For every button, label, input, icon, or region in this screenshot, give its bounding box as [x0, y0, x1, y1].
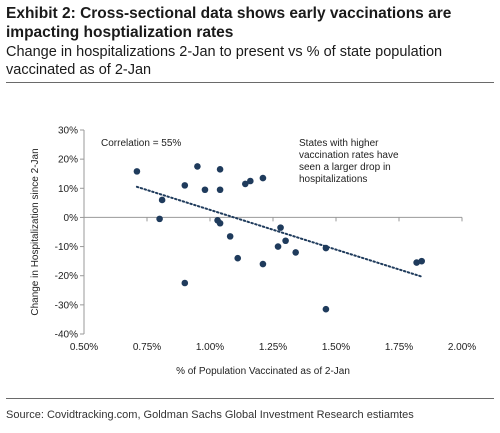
- x-tick-label: 1.50%: [322, 342, 350, 353]
- data-point: [277, 224, 284, 231]
- data-point: [133, 168, 141, 175]
- data-point: [418, 257, 425, 265]
- y-tick-label: -10%: [55, 242, 78, 253]
- data-point: [241, 180, 249, 188]
- bottom-divider: [6, 398, 494, 399]
- annotations: Correlation = 55% States with highervacci…: [101, 138, 399, 185]
- data-point: [247, 177, 254, 185]
- x-tick-label: 0.50%: [70, 342, 98, 353]
- y-tick-label: 10%: [58, 184, 78, 195]
- data-point: [194, 163, 201, 170]
- data-point: [259, 174, 267, 182]
- y-tick-label: 0%: [64, 213, 79, 224]
- trendline: [135, 185, 423, 278]
- trendline-path: [135, 185, 423, 278]
- note-annotation-line: vaccination rates have: [299, 150, 399, 161]
- correlation-annotation: Correlation = 55%: [101, 138, 181, 149]
- data-point: [322, 305, 330, 313]
- data-points: [133, 163, 425, 313]
- note-annotation-line: hospitalizations: [299, 174, 367, 185]
- data-point: [234, 254, 242, 262]
- data-point: [292, 249, 299, 256]
- y-tick-label: 30%: [58, 126, 78, 137]
- x-axis-label: % of Population Vaccinated as of 2-Jan: [176, 366, 350, 377]
- y-tick-label: 20%: [58, 155, 78, 166]
- data-point: [156, 215, 163, 223]
- x-axis: 0.50% 0.75% 1.00% 1.25% 1.50% 1.75% 2.00%: [70, 216, 476, 353]
- source-note: Source: Covidtracking.com, Goldman Sachs…: [6, 409, 414, 421]
- x-tick-label: 1.25%: [259, 342, 287, 353]
- y-tick-label: -30%: [55, 300, 78, 311]
- x-tick-label: 2.00%: [448, 342, 476, 353]
- x-tick-label: 1.75%: [385, 342, 413, 353]
- y-tick-label: -20%: [55, 271, 78, 282]
- data-point: [158, 196, 166, 204]
- chart-subtitle: Change in hospitalizations 2-Jan to pres…: [6, 44, 443, 78]
- data-point: [216, 219, 224, 227]
- x-tick-label: 1.00%: [196, 342, 224, 353]
- data-point: [322, 244, 330, 252]
- y-tick-label: -40%: [55, 330, 78, 341]
- top-divider: [6, 82, 494, 83]
- data-point: [181, 279, 189, 287]
- y-axis-label: Change in Hospitalization since 2-Jan: [30, 148, 41, 315]
- note-annotation-line: seen a larger drop in: [299, 162, 391, 173]
- data-point: [413, 259, 420, 266]
- data-point: [259, 260, 267, 268]
- data-point: [181, 182, 189, 189]
- data-point: [201, 186, 209, 194]
- note-annotation-line: States with higher: [299, 138, 379, 149]
- x-tick-label: 0.75%: [133, 342, 161, 353]
- axis-labels: % of Population Vaccinated as of 2-Jan Ch…: [30, 148, 350, 377]
- data-point: [226, 233, 234, 240]
- data-point: [216, 186, 224, 194]
- chart-title: Exhibit 2: Cross-sectional data shows ea…: [6, 5, 452, 41]
- data-point: [216, 166, 224, 173]
- data-point: [282, 237, 289, 245]
- data-point: [274, 243, 282, 250]
- y-axis: -40% -30% -20% -10% 0% 10% 20% 30%: [55, 126, 85, 341]
